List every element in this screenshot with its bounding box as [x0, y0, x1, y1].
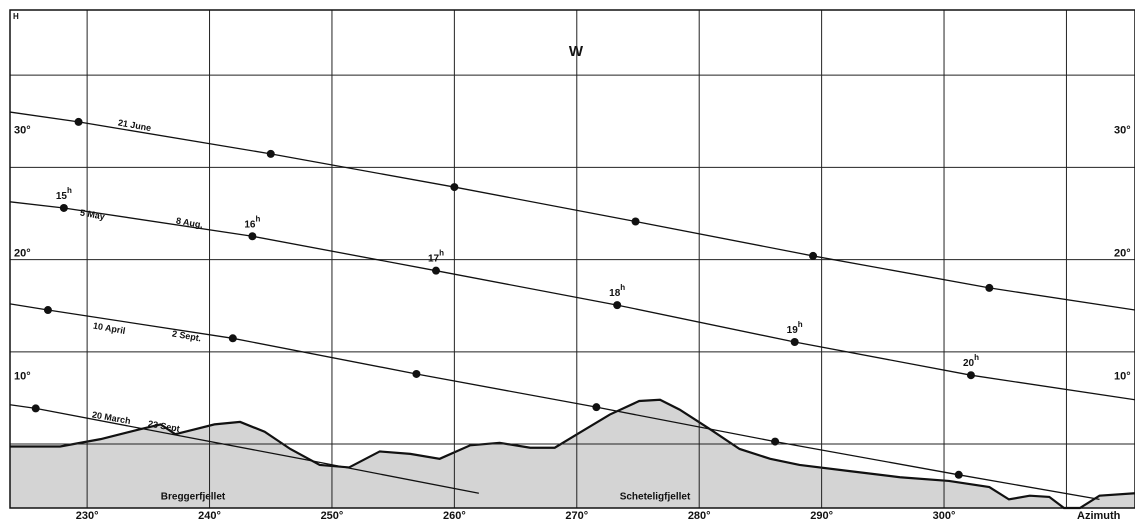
date-label: 5 May [79, 207, 105, 221]
hour-point [32, 404, 40, 412]
date-label: 10 April [92, 320, 126, 336]
hour-number: 15 [56, 191, 68, 202]
hour-suffix: h [974, 353, 979, 362]
hour-point [613, 301, 621, 309]
hour-point [809, 252, 817, 260]
page: {"chart_data": { "type": "line", "title"… [0, 0, 1135, 522]
hour-number: 18 [609, 288, 621, 299]
hour-suffix: h [798, 320, 803, 329]
hour-label: 18h [609, 283, 625, 299]
hour-point [44, 306, 52, 314]
date-label: 2 Sept. [171, 328, 202, 343]
hour-suffix: h [256, 214, 261, 223]
hour-point [955, 471, 963, 479]
y-tick-label-right: 10° [1114, 370, 1131, 382]
hour-point [248, 232, 256, 240]
hour-point [412, 370, 420, 378]
hour-label: 17h [428, 249, 444, 265]
y-axis-label: H [13, 12, 19, 21]
y-tick-label-right: 20° [1114, 247, 1131, 259]
y-tick-label: 30° [14, 124, 31, 136]
hour-label: 15h [56, 186, 72, 202]
hour-suffix: h [620, 283, 625, 292]
hour-label: 16h [244, 214, 260, 230]
hour-point [967, 371, 975, 379]
y-tick-label: 20° [14, 247, 31, 259]
hour-point [985, 284, 993, 292]
sun-path-line [10, 112, 1135, 310]
hour-point [60, 204, 68, 212]
hour-suffix: h [439, 249, 444, 258]
y-tick-label-right: 30° [1114, 124, 1131, 136]
x-tick-label: 240° [198, 510, 221, 522]
hour-number: 19 [787, 325, 799, 336]
hour-number: 20 [963, 358, 975, 369]
x-tick-label: 290° [810, 510, 833, 522]
hour-point [432, 267, 440, 275]
chart: W H Azimuth BreggerfjelletScheteligfjell… [0, 0, 1135, 522]
hour-suffix: h [67, 186, 72, 195]
hour-label: 20h [963, 353, 979, 369]
date-label: 8 Aug. [175, 215, 203, 230]
hour-number: 16 [244, 219, 256, 230]
x-tick-label: 230° [76, 510, 99, 522]
x-tick-label: 250° [321, 510, 344, 522]
hour-point [267, 150, 275, 158]
hour-label: 19h [787, 320, 803, 336]
x-tick-label: 280° [688, 510, 711, 522]
x-tick-label: 270° [565, 510, 588, 522]
mountain-name: Breggerfjellet [161, 492, 226, 503]
sun-path-line [10, 202, 1135, 400]
hour-point [791, 338, 799, 346]
hour-point [450, 183, 458, 191]
hour-number: 17 [428, 253, 440, 264]
y-tick-label: 10° [14, 370, 31, 382]
x-axis-label: Azimuth [1077, 510, 1121, 522]
hour-point [229, 334, 237, 342]
mountain-name: Scheteligfjellet [620, 492, 691, 503]
date-label: 20 March [91, 409, 131, 426]
hour-point [75, 118, 83, 126]
x-tick-label: 260° [443, 510, 466, 522]
hour-point [632, 217, 640, 225]
x-tick-label: 300° [933, 510, 956, 522]
hour-point [592, 403, 600, 411]
hour-point [771, 438, 779, 446]
